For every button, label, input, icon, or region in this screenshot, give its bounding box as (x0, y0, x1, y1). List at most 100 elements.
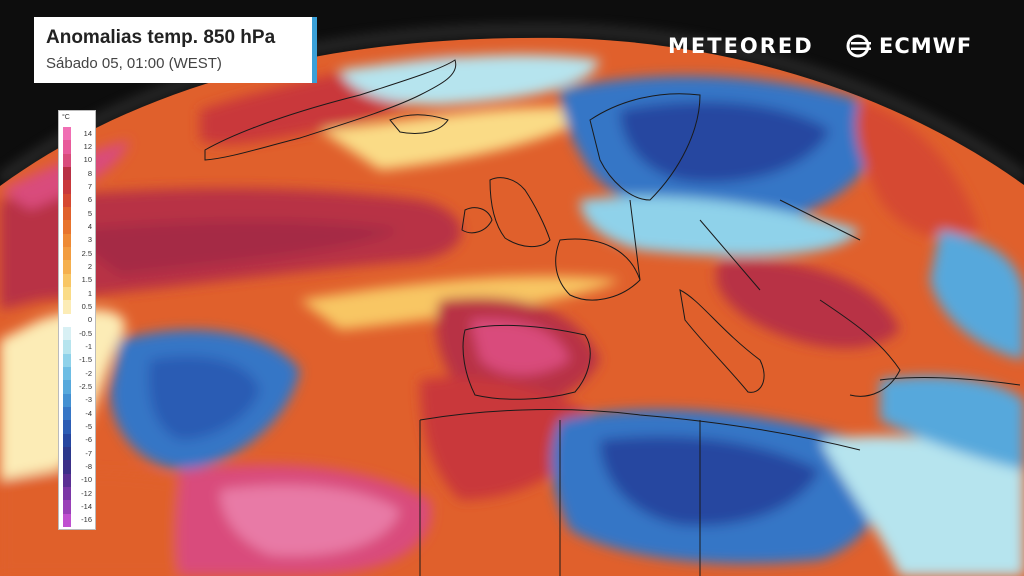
legend-swatch (63, 513, 71, 527)
legend-label: -2.5 (79, 381, 92, 391)
legend-label: -6 (85, 435, 92, 445)
legend-swatch (63, 220, 71, 234)
legend-swatch (63, 446, 71, 461)
legend-swatch (63, 140, 71, 154)
legend-swatch (63, 380, 71, 394)
legend-label: -5 (85, 421, 92, 431)
anomaly-libya-core (600, 436, 820, 526)
anomaly-iberia-core (470, 319, 570, 375)
legend-label: -12 (81, 488, 92, 498)
title-panel: Anomalias temp. 850 hPa Sábado 05, 01:00… (34, 17, 317, 83)
legend-swatch (63, 326, 71, 341)
meteored-logo: METEORED (668, 34, 814, 58)
poland-border (699, 219, 761, 291)
legend-label: 0 (87, 315, 92, 325)
legend-swatch (63, 460, 71, 474)
legend-label: 7 (87, 181, 92, 191)
legend-swatch (63, 233, 71, 247)
greenland-coast (204, 59, 457, 161)
legend-swatch (63, 153, 71, 167)
legend-label: -0.5 (79, 328, 92, 338)
legend-swatch (63, 473, 71, 487)
legend-swatch (63, 393, 71, 407)
france-coast (555, 238, 641, 301)
anomaly-east-cool (930, 230, 1024, 360)
legend-swatch (63, 366, 71, 381)
britain-coast (489, 177, 551, 247)
italy-coast (679, 289, 765, 393)
legend-label: -1 (85, 341, 92, 351)
ecmwf-icon (846, 34, 871, 58)
legend-swatch (63, 500, 71, 514)
ecmwf-logo: ECMWF (845, 33, 972, 59)
map-title: Anomalias temp. 850 hPa (46, 27, 276, 48)
legend-label: 8 (87, 168, 92, 178)
germany-border (629, 199, 641, 281)
globe-halo (0, 24, 1024, 185)
anomaly-central-europe-cool (580, 196, 860, 256)
legend-label: 6 (87, 195, 92, 205)
legend-swatch (63, 353, 71, 367)
legend-label: -2 (85, 368, 92, 378)
legend-label: 10 (83, 155, 92, 165)
legend-label: 12 (83, 141, 92, 151)
legend-color-bar (63, 127, 71, 527)
anatolia-coast (879, 377, 1021, 386)
legend-swatch (63, 420, 71, 434)
legend-label: 1.5 (81, 275, 92, 285)
color-legend: °C 14 12 10 8 7 6 5 4 3 2.5 2 1.5 1 0.5 0 -0.5 -1 -1.5 -2 -… (58, 110, 96, 530)
legend-unit: °C (62, 114, 70, 121)
greece-coast (819, 299, 901, 397)
legend-swatch (63, 246, 71, 261)
legend-label: -14 (81, 501, 92, 511)
legend-swatch (63, 206, 71, 221)
legend-swatch (63, 486, 71, 501)
legend-label: -10 (81, 475, 92, 485)
legend-label: -16 (81, 515, 92, 525)
legend-label: 4 (87, 221, 92, 231)
legend-swatch (63, 127, 71, 141)
legend-label: 0.5 (81, 301, 92, 311)
legend-label: 1 (87, 288, 92, 298)
legend-label: 3 (87, 235, 92, 245)
legend-swatch (63, 406, 71, 421)
legend-label: 14 (83, 128, 92, 138)
legend-label: -4 (85, 408, 92, 418)
anomaly-arctic-cool (340, 54, 600, 105)
anomaly-scandinavia-core (620, 101, 830, 183)
legend-swatch (63, 340, 71, 354)
legend-swatch (63, 193, 71, 207)
anomaly-atlantic-core (60, 220, 400, 275)
coastlines (204, 59, 1021, 576)
legend-swatch (63, 300, 71, 314)
legend-swatch (63, 273, 71, 287)
legend-label: -8 (85, 461, 92, 471)
legend-label: 2.5 (81, 248, 92, 258)
legend-swatch (63, 166, 71, 181)
legend-label: -7 (85, 448, 92, 458)
belarus-border (779, 199, 861, 241)
anomaly-sahara-core (220, 485, 400, 556)
anomaly-anatolia-cool (880, 376, 1024, 470)
legend-swatch (63, 313, 71, 327)
north-africa-coast (419, 409, 861, 451)
legend-label: -1.5 (79, 355, 92, 365)
anomaly-balkans-warm (716, 259, 900, 349)
anomaly-atlantic-cold-core (148, 356, 260, 440)
anomaly-middle-east-cool (820, 436, 1024, 576)
map-subtitle: Sábado 05, 01:00 (WEST) (46, 55, 222, 72)
ireland-coast (461, 207, 493, 234)
legend-swatch (63, 433, 71, 447)
legend-labels: 14 12 10 8 7 6 5 4 3 2.5 2 1.5 1 0.5 0 -0.5 -1 -1.5 -2 -2.5… (73, 127, 95, 527)
iberia-coast (462, 324, 591, 400)
legend-label: 5 (87, 208, 92, 218)
iceland-coast (389, 114, 449, 134)
legend-label: -3 (85, 395, 92, 405)
legend-swatch (63, 260, 71, 274)
ecmwf-wordmark: ECMWF (879, 34, 973, 58)
anomaly-east-arc-warm (856, 100, 980, 239)
legend-swatch (63, 180, 71, 194)
